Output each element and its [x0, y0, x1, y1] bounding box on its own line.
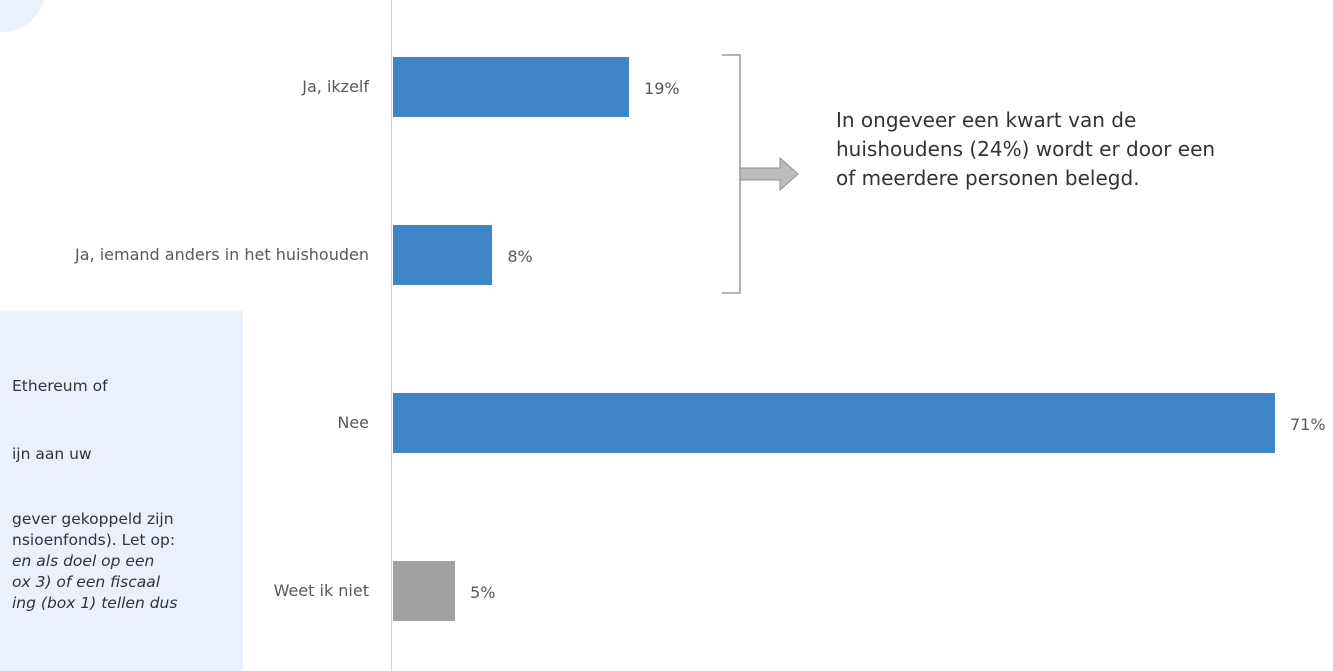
decorative-circle	[0, 0, 46, 32]
bracket-shape	[722, 54, 741, 294]
category-label: Ja, ikzelf	[302, 77, 369, 96]
value-label: 5%	[470, 583, 496, 602]
info-line: en als doel op een	[12, 552, 155, 570]
info-line: ijn aan uw	[12, 445, 92, 463]
info-line: Ethereum of	[12, 377, 108, 395]
bar	[393, 225, 493, 285]
bar	[393, 393, 1275, 453]
bar	[393, 57, 630, 117]
category-label: Nee	[337, 413, 369, 432]
category-axis-line	[391, 0, 392, 671]
category-label: Weet ik niet	[273, 581, 369, 600]
bar	[393, 561, 456, 621]
info-line: ing (box 1) tellen dus	[12, 594, 178, 612]
value-label: 71%	[1290, 415, 1326, 434]
info-line: gever gekoppeld zijn	[12, 510, 174, 528]
value-label: 19%	[644, 79, 680, 98]
info-line: nsioenfonds). Let op:	[12, 531, 176, 549]
question-info-box: Ethereum of ijn aan uw gever gekoppeld z…	[0, 311, 243, 671]
arrow-shape	[739, 156, 799, 192]
category-label: Ja, iemand anders in het huishouden	[75, 245, 369, 264]
value-label: 8%	[507, 247, 533, 266]
bracket-arrow-graphic	[722, 54, 799, 294]
chart-annotation: In ongeveer een kwart van de huishoudens…	[836, 108, 1216, 190]
info-line: ox 3) of een fiscaal	[12, 573, 161, 591]
